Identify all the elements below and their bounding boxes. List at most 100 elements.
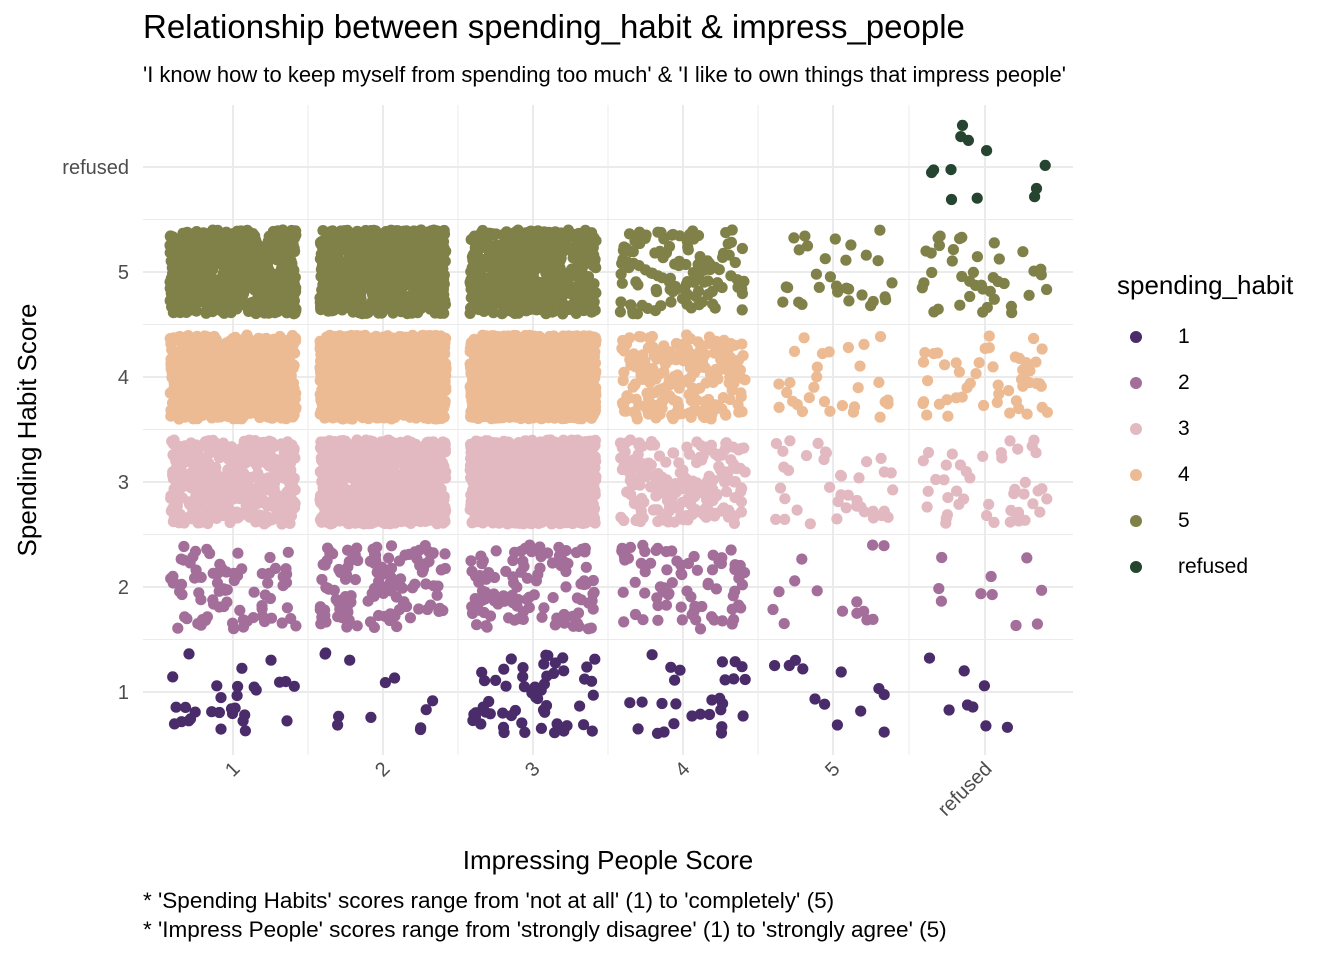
data-point	[587, 603, 599, 615]
data-point	[1031, 618, 1043, 630]
data-point	[196, 614, 209, 626]
data-point	[474, 570, 486, 582]
data-point	[961, 699, 974, 711]
data-point	[439, 548, 451, 560]
data-point	[668, 447, 680, 459]
data-point	[434, 602, 446, 614]
data-point	[427, 471, 439, 483]
data-point	[549, 657, 562, 669]
data-point	[581, 661, 593, 673]
data-point	[397, 599, 409, 611]
data-point	[836, 605, 849, 617]
data-point	[179, 701, 192, 714]
data-point	[280, 563, 292, 575]
data-point	[546, 557, 559, 569]
data-point	[831, 719, 844, 731]
data-point	[234, 604, 246, 617]
data-point	[277, 472, 289, 484]
data-point	[381, 485, 393, 497]
data-point	[694, 708, 707, 720]
data-point	[527, 485, 539, 497]
data-point	[977, 450, 989, 462]
data-point	[797, 663, 809, 675]
data-point	[570, 546, 583, 559]
data-point	[653, 450, 666, 462]
data-point	[502, 508, 514, 520]
data-point	[652, 504, 664, 516]
data-point	[646, 649, 658, 661]
data-point	[277, 580, 289, 592]
data-point	[553, 477, 565, 489]
data-point	[239, 406, 251, 418]
data-point	[231, 486, 243, 498]
data-point	[548, 504, 561, 516]
data-point	[264, 592, 276, 605]
data-point	[168, 451, 180, 463]
data-point	[778, 618, 790, 630]
data-point	[265, 654, 277, 666]
data-point	[275, 438, 287, 450]
data-point	[727, 590, 739, 602]
data-point	[320, 456, 332, 468]
data-point	[1010, 619, 1022, 632]
data-point	[399, 509, 411, 521]
data-point	[172, 622, 184, 634]
data-point	[204, 471, 216, 483]
data-point	[202, 358, 214, 370]
data-point	[660, 546, 672, 558]
data-point	[344, 654, 356, 666]
data-point	[480, 620, 492, 632]
data-point	[484, 708, 496, 720]
data-point	[282, 462, 294, 474]
data-point	[538, 602, 550, 614]
data-point	[648, 470, 660, 482]
data-point	[217, 509, 229, 522]
data-point	[638, 496, 650, 508]
data-point	[276, 518, 288, 530]
data-point	[728, 458, 740, 470]
data-point	[673, 457, 685, 469]
data-point	[226, 708, 239, 720]
data-point	[288, 443, 300, 455]
data-point	[796, 553, 808, 565]
data-point	[691, 436, 703, 448]
data-point	[710, 583, 723, 595]
data-point	[427, 695, 439, 707]
data-point	[513, 437, 525, 449]
data-point	[500, 565, 512, 578]
data-point	[629, 576, 641, 588]
data-point	[652, 542, 664, 555]
data-point	[672, 479, 684, 491]
data-point	[473, 436, 485, 448]
data-point	[548, 487, 560, 499]
data-point	[330, 593, 342, 606]
data-point	[675, 601, 687, 613]
data-point	[519, 726, 531, 739]
data-point	[175, 476, 187, 488]
data-point	[718, 502, 730, 514]
data-point	[264, 551, 276, 564]
data-point	[183, 332, 195, 344]
data-point	[168, 377, 180, 389]
data-point	[213, 348, 225, 360]
data-point	[238, 357, 250, 369]
data-point	[276, 333, 288, 345]
data-point	[681, 441, 693, 453]
data-point	[773, 586, 785, 598]
data-point	[652, 600, 664, 612]
data-point	[675, 559, 687, 571]
data-point	[938, 474, 950, 486]
data-point	[855, 705, 867, 717]
data-point	[719, 674, 731, 686]
data-point	[256, 361, 268, 373]
data-point	[193, 369, 206, 381]
data-point	[774, 482, 787, 494]
data-point	[283, 452, 295, 465]
data-point	[269, 562, 282, 575]
data-point	[587, 574, 599, 587]
data-point	[562, 558, 574, 570]
data-point	[288, 498, 300, 510]
data-point	[587, 689, 599, 701]
data-point	[635, 557, 647, 570]
data-point	[264, 399, 276, 411]
